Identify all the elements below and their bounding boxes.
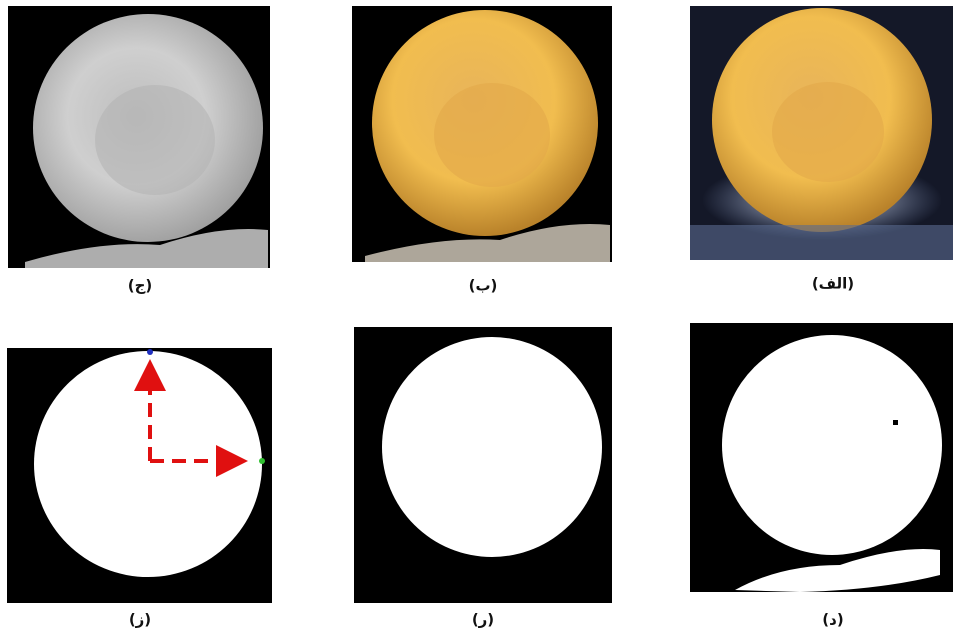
panel-label: (ر): [472, 611, 494, 629]
panel-label: (ب): [469, 277, 498, 295]
panel-binary-raw: [690, 323, 953, 592]
panel-original: [690, 6, 953, 260]
panel-label: (الف): [812, 275, 854, 293]
panel-grayscale: [8, 6, 270, 268]
panel-label: (د): [822, 611, 843, 629]
figure: (ج) (ب) (الف) (د) (ر) (ز): [0, 0, 956, 634]
panel-axes: [7, 348, 272, 603]
panel-color: [352, 6, 612, 262]
panel-label: (ج): [128, 277, 153, 295]
panel-label: (ز): [129, 611, 151, 629]
panel-binary-clean: [354, 327, 612, 603]
